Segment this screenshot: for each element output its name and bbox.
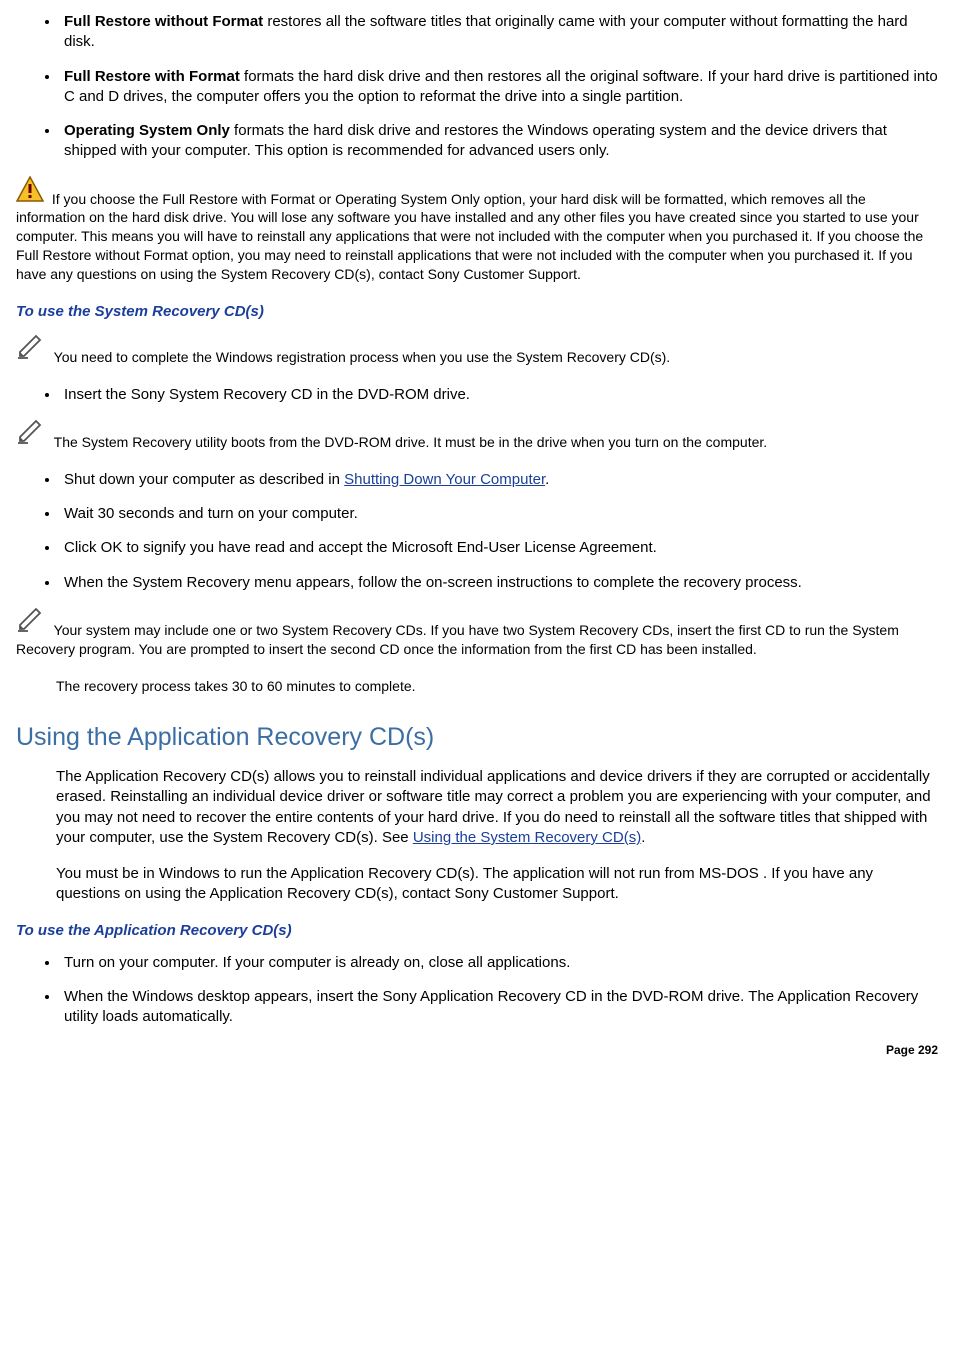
subheading-app-recovery: To use the Application Recovery CD(s) xyxy=(16,921,938,941)
warning-text: If you choose the Full Restore with Form… xyxy=(16,190,923,282)
note-text: The System Recovery utility boots from t… xyxy=(50,434,767,450)
list-item: Insert the Sony System Recovery CD in th… xyxy=(60,385,938,405)
recovery-time-note: The recovery process takes 30 to 60 minu… xyxy=(56,677,938,696)
list-item: Full Restore with Format formats the har… xyxy=(60,67,938,108)
list-item: Turn on your computer. If your computer … xyxy=(60,953,938,973)
item-text: When the System Recovery menu appears, f… xyxy=(64,574,802,591)
item-text: Turn on your computer. If your computer … xyxy=(64,954,570,971)
pencil-icon xyxy=(16,334,46,365)
pencil-icon xyxy=(16,419,46,450)
note-text: You need to complete the Windows registr… xyxy=(50,349,670,365)
list-item: Shut down your computer as described in … xyxy=(60,470,938,490)
restore-options-list: Full Restore without Format restores all… xyxy=(16,12,938,162)
item-text: When the Windows desktop appears, insert… xyxy=(64,988,918,1025)
option-title: Full Restore without Format xyxy=(64,13,263,30)
system-recovery-link[interactable]: Using the System Recovery CD(s) xyxy=(413,829,641,846)
shutdown-link[interactable]: Shutting Down Your Computer xyxy=(344,471,545,488)
insert-cd-list: Insert the Sony System Recovery CD in th… xyxy=(16,385,938,405)
page-number: Page 292 xyxy=(16,1042,938,1058)
subheading-system-recovery: To use the System Recovery CD(s) xyxy=(16,302,938,322)
list-item: When the Windows desktop appears, insert… xyxy=(60,987,938,1028)
list-item: Full Restore without Format restores all… xyxy=(60,12,938,53)
boot-note: The System Recovery utility boots from t… xyxy=(16,419,938,452)
registration-note: You need to complete the Windows registr… xyxy=(16,334,938,367)
item-text: Click OK to signify you have read and ac… xyxy=(64,539,657,556)
app-recovery-steps-list: Turn on your computer. If your computer … xyxy=(16,953,938,1028)
recovery-steps-list: Shut down your computer as described in … xyxy=(16,470,938,593)
list-item: Click OK to signify you have read and ac… xyxy=(60,538,938,558)
item-text: Wait 30 seconds and turn on your compute… xyxy=(64,505,358,522)
list-item: When the System Recovery menu appears, f… xyxy=(60,573,938,593)
warning-note: If you choose the Full Restore with Form… xyxy=(16,176,938,284)
para-post: . xyxy=(641,829,645,846)
app-recovery-para-1: The Application Recovery CD(s) allows yo… xyxy=(56,767,938,848)
item-text-pre: Shut down your computer as described in xyxy=(64,471,344,488)
app-recovery-para-2: You must be in Windows to run the Applic… xyxy=(56,864,938,905)
list-item: Operating System Only formats the hard d… xyxy=(60,121,938,162)
option-title: Full Restore with Format xyxy=(64,68,240,85)
note-text: Your system may include one or two Syste… xyxy=(16,622,899,657)
option-title: Operating System Only xyxy=(64,122,230,139)
item-text: Insert the Sony System Recovery CD in th… xyxy=(64,386,470,403)
warning-icon xyxy=(16,176,44,207)
list-item: Wait 30 seconds and turn on your compute… xyxy=(60,504,938,524)
item-text-post: . xyxy=(545,471,549,488)
section-heading-app-recovery: Using the Application Recovery CD(s) xyxy=(16,721,938,755)
two-cds-note: Your system may include one or two Syste… xyxy=(16,607,938,659)
pencil-icon xyxy=(16,607,46,638)
